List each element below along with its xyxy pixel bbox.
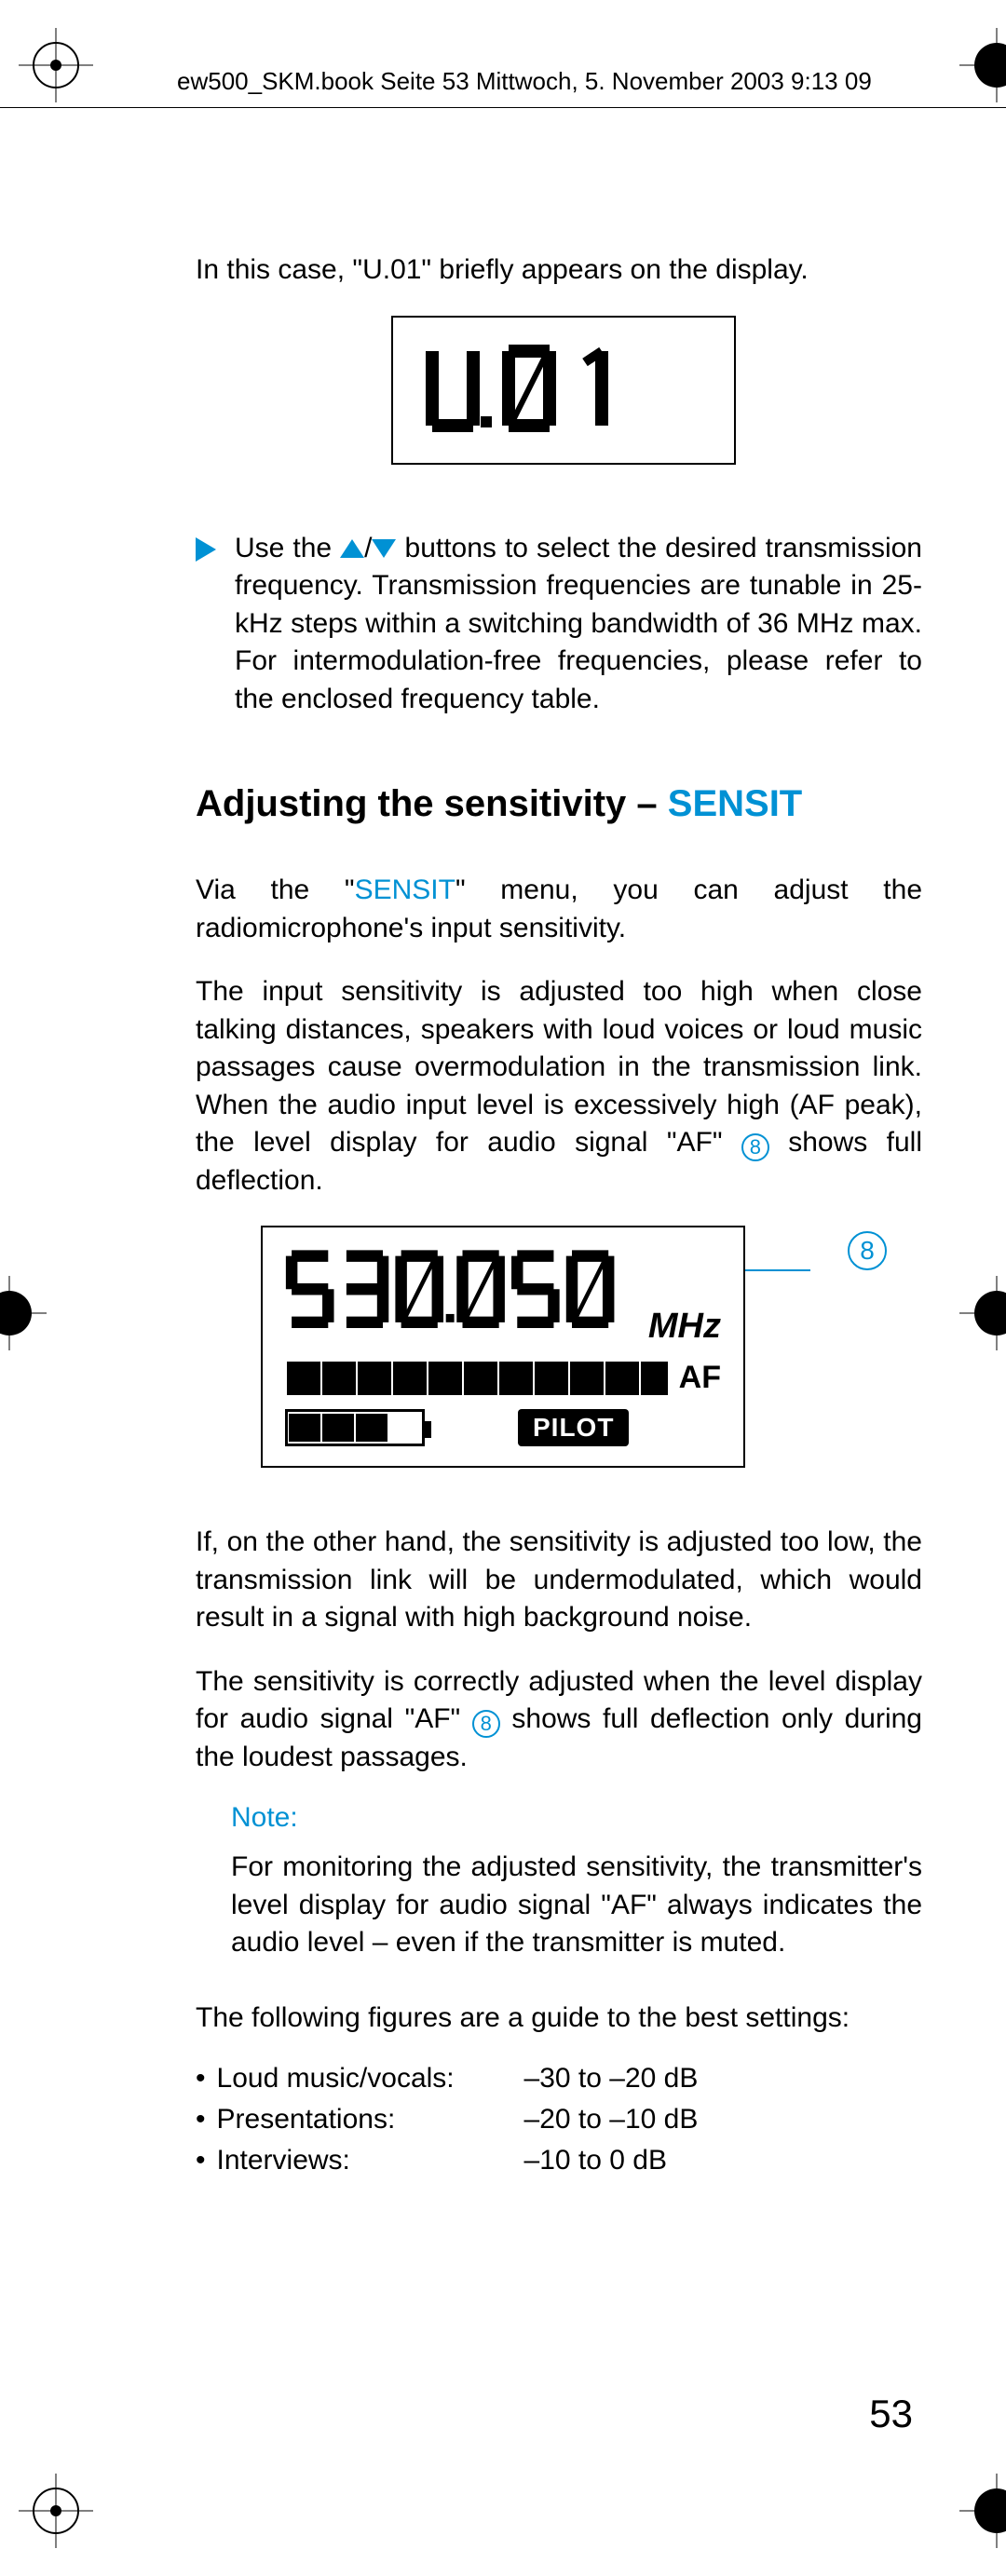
paragraph-low: If, on the other hand, the sensitivity i… [196, 1524, 922, 1637]
setting-row: Presentations:–20 to –10 dB [196, 2104, 922, 2135]
up-arrow-icon [340, 539, 364, 558]
print-header: ew500_SKM.book Seite 53 Mittwoch, 5. Nov… [177, 67, 872, 96]
instruction-block: Use the / buttons to select the desired … [196, 530, 922, 719]
paragraph-correct: The sensitivity is correctly adjusted wh… [196, 1663, 922, 1777]
page-number: 53 [869, 2392, 913, 2436]
crop-mark-br [959, 2474, 1006, 2548]
seven-seg-u01 [419, 344, 661, 437]
intro-text: In this case, "U.01" briefly appears on … [196, 251, 922, 290]
setting-row: Interviews:–10 to 0 dB [196, 2145, 922, 2176]
af-bargraph [285, 1362, 668, 1395]
pilot-badge: PILOT [518, 1409, 629, 1446]
sensit-intro: Via the "SENSIT" menu, you can adjust th… [196, 872, 922, 947]
callout-line [745, 1242, 848, 1317]
play-bullet-icon [196, 537, 216, 562]
ref-8-inline: 8 [741, 1133, 769, 1161]
crop-mark-tl [19, 28, 93, 102]
note-label: Note: [231, 1802, 922, 1834]
ref-8-inline-2: 8 [472, 1710, 500, 1738]
mhz-label: MHz [648, 1307, 721, 1347]
instruction-text: Use the / buttons to select the desired … [235, 530, 922, 719]
battery-icon [285, 1409, 425, 1446]
settings-list: Loud music/vocals:–30 to –20 dB Presenta… [196, 2063, 922, 2176]
crop-mark-ml [0, 1276, 47, 1350]
guide-intro: The following figures are a guide to the… [196, 2000, 922, 2038]
note-body: For monitoring the adjusted sensitivity,… [231, 1849, 922, 1962]
seven-seg-freq [285, 1244, 633, 1337]
paragraph-high: The input sensitivity is adjusted too hi… [196, 973, 922, 1200]
page-content: In this case, "U.01" briefly appears on … [196, 251, 922, 2186]
header-rule [0, 107, 1006, 108]
callout-8: 8 [848, 1231, 887, 1270]
af-label: AF [679, 1360, 721, 1396]
lcd-display-freq: MHz AF PILOT 8 [261, 1226, 922, 1468]
lcd-display-u01 [391, 316, 736, 465]
crop-mark-bl [19, 2474, 93, 2548]
section-heading: Adjusting the sensitivity – SENSIT [196, 783, 922, 825]
lcd2-box: MHz AF PILOT [261, 1226, 745, 1468]
crop-mark-tr [959, 28, 1006, 102]
down-arrow-icon [372, 539, 396, 558]
crop-mark-mr [959, 1276, 1006, 1350]
setting-row: Loud music/vocals:–30 to –20 dB [196, 2063, 922, 2095]
